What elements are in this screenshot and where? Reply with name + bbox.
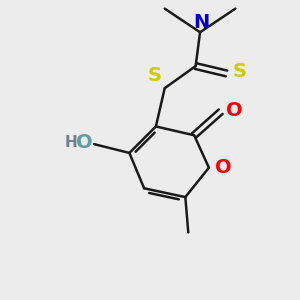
Text: N: N — [194, 13, 210, 32]
Text: S: S — [147, 66, 161, 85]
Text: O: O — [215, 158, 232, 177]
Text: H: H — [65, 135, 78, 150]
Text: O: O — [76, 133, 93, 152]
Text: O: O — [226, 101, 243, 120]
Text: S: S — [233, 62, 247, 82]
